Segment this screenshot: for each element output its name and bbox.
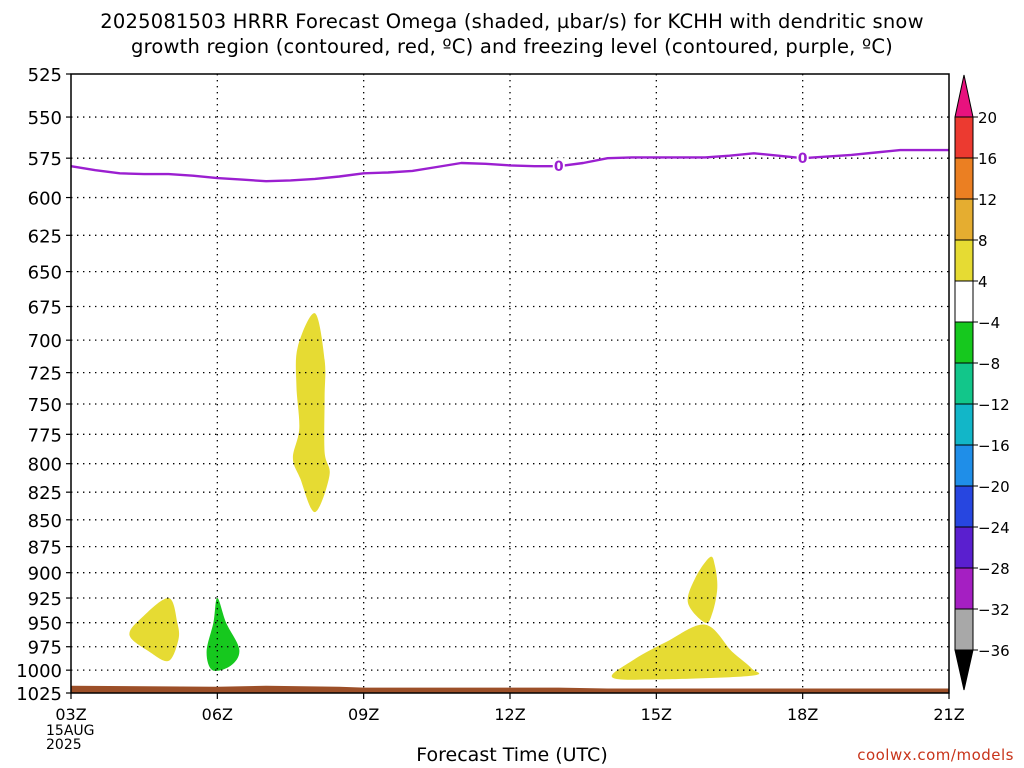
plot-frame [70, 73, 950, 694]
x-tick-label: 06Z [202, 705, 233, 724]
colorbar-arrow-bottom [954, 649, 974, 691]
terrain-layer [71, 685, 949, 693]
x-tick-label: 21Z [933, 705, 964, 724]
y-tick-label: 925 [28, 589, 62, 610]
x-axis-title: Forecast Time (UTC) [416, 744, 608, 766]
colorbar-band [954, 362, 974, 405]
colorbar-label: 20 [978, 109, 997, 127]
colorbar-label: −8 [978, 355, 1000, 373]
colorbar-band [954, 444, 974, 487]
watermark-link[interactable]: coolwx.com/models [857, 746, 1014, 764]
x-tick-label: 18Z [787, 705, 818, 724]
colorbar-label: 4 [978, 273, 988, 291]
colorbar-band [954, 403, 974, 446]
y-tick-label: 1000 [16, 661, 62, 682]
omega-region-2 [206, 598, 240, 671]
x-tick-label: 09Z [348, 705, 379, 724]
y-tick-label: 600 [28, 189, 62, 210]
colorbar-band [954, 526, 974, 569]
colorbar-band [954, 567, 974, 610]
y-tick-label: 575 [28, 149, 62, 170]
y-tick-label: 900 [28, 564, 62, 585]
omega-region-3 [292, 313, 330, 513]
colorbar-band [954, 157, 974, 200]
colorbar-label: −32 [978, 601, 1010, 619]
y-tick-label: 800 [28, 455, 62, 476]
terrain-fill [71, 685, 949, 693]
omega-region-4 [687, 556, 718, 623]
colorbar-label: −20 [978, 478, 1010, 496]
x-tick-label: 03Z [55, 705, 86, 724]
colorbar-label: −24 [978, 519, 1010, 537]
chart-title-line2: growth region (contoured, red, ºC) and f… [131, 35, 893, 58]
y-tick-label: 975 [28, 638, 62, 659]
y-tick-label: 1025 [16, 684, 62, 705]
colorbar-band [954, 239, 974, 282]
colorbar: 20 16 12 8 4 −4 −8 −12 −16 −20 −24 −28 −32 −36 [954, 74, 1010, 691]
date-year-label: 2025 [46, 737, 82, 753]
colorbar-arrow-top [954, 74, 974, 118]
chart-title-line1: 2025081503 HRRR Forecast Omega (shaded, … [100, 10, 924, 33]
y-tick-label: 725 [28, 364, 62, 385]
colorbar-band [954, 608, 974, 651]
colorbar-label: −28 [978, 560, 1010, 578]
y-tick-label: 825 [28, 483, 62, 504]
colorbar-band [954, 485, 974, 528]
omega-region-5 [611, 624, 760, 680]
y-tick-label: 625 [28, 226, 62, 247]
y-tick-label: 950 [28, 614, 62, 635]
colorbar-label: −4 [978, 314, 1000, 332]
y-tick-label: 700 [28, 331, 62, 352]
freezing-level-layer: 00 [70, 148, 949, 183]
freezing-label-bg [796, 150, 809, 167]
colorbar-label: 16 [978, 150, 997, 168]
y-tick-label: 750 [28, 395, 62, 416]
chart-grid [71, 74, 949, 693]
y-tick-label: 875 [28, 538, 62, 559]
y-tick-label: 550 [28, 108, 62, 129]
y-tick-label: 850 [28, 511, 62, 532]
colorbar-label: −12 [978, 396, 1010, 414]
freezing-label-bg [552, 158, 565, 175]
colorbar-label: 12 [978, 191, 997, 209]
y-tick-label: 650 [28, 263, 62, 284]
y-axis: 525 550 575 600 625 650 675 700 725 750 775 800 825 8… [16, 65, 71, 705]
x-tick-label: 15Z [641, 705, 672, 724]
freezing-level-label: 0 [554, 159, 564, 175]
freezing-level-label: 0 [798, 151, 808, 167]
colorbar-band [954, 116, 974, 159]
colorbar-label: −36 [978, 642, 1010, 660]
y-tick-label: 525 [28, 65, 62, 86]
x-tick-label: 12Z [494, 705, 525, 724]
colorbar-band [954, 280, 974, 323]
colorbar-label: −16 [978, 437, 1010, 455]
date-day-label: 15AUG [46, 723, 95, 739]
y-tick-label: 675 [28, 298, 62, 319]
omega-region-1 [129, 597, 180, 662]
x-axis: 03Z 06Z 09Z 12Z 15Z 18Z 21Z [55, 693, 965, 724]
colorbar-band [954, 198, 974, 241]
colorbar-label: 8 [978, 232, 988, 250]
y-tick-label: 775 [28, 425, 62, 446]
omega-shaded-layer [129, 313, 760, 680]
colorbar-band [954, 321, 974, 364]
date-label: 15AUG 2025 [46, 724, 95, 752]
